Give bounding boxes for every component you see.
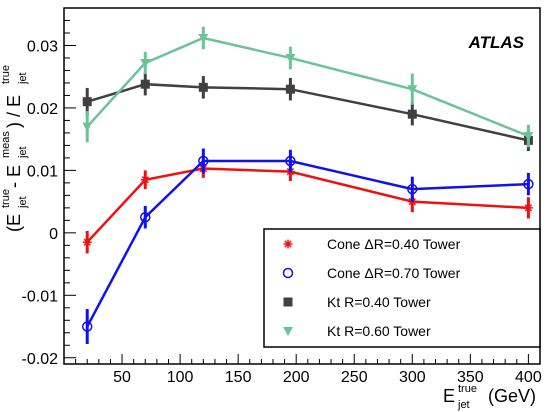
data-point-3-2	[198, 33, 209, 43]
series-line-3	[86, 36, 529, 138]
legend-label-1: Cone ΔR=0.70 Tower	[327, 265, 461, 281]
x-axis-title-sup: true	[458, 383, 477, 395]
data-point-0-0	[82, 237, 92, 247]
x-axis-title: E true jet (GeV)	[443, 383, 536, 411]
y-axis-title-minus: - E	[4, 165, 24, 188]
legend-items: Cone ΔR=0.40 Tower Cone ΔR=0.70 Tower Kt R…	[282, 236, 461, 339]
x-tick-label-3: 200	[283, 369, 310, 386]
x-tick-label-1: 100	[167, 369, 194, 386]
y-axis-title-sub2: jet	[17, 146, 29, 159]
y-tick-label-1: -0.01	[22, 288, 59, 305]
y-axis-title-sup1: true	[0, 189, 12, 208]
y-axis-title-sup3: true	[0, 65, 12, 84]
data-point-1-5	[523, 178, 534, 190]
y-axis-title-sub1: jet	[17, 196, 29, 209]
data-point-2-0	[82, 97, 92, 107]
y-axis-title-open: (E	[4, 214, 24, 232]
x-tick-label-7: 400	[515, 369, 542, 386]
data-point-1-1	[140, 211, 151, 223]
y-tick-label-2: 0	[49, 226, 58, 243]
x-axis-title-sub: jet	[457, 399, 470, 411]
x-tick-label-0: 50	[113, 369, 131, 386]
legend-marker-0	[283, 239, 293, 249]
series-3	[82, 26, 534, 148]
x-tick-label-2: 150	[225, 369, 252, 386]
data-point-2-4	[407, 109, 417, 119]
legend-label-2: Kt R=0.40 Tower	[327, 294, 431, 310]
plot-frame	[63, 7, 541, 365]
data-point-2-2	[198, 82, 208, 92]
data-point-1-3	[285, 155, 296, 167]
legend-marker-3	[283, 327, 293, 336]
data-point-3-5	[523, 132, 534, 142]
y-tick-label-3: 0.01	[27, 163, 58, 180]
x-axis-title-main: E	[443, 386, 455, 406]
y-axis-title-sub3: jet	[17, 72, 29, 85]
y-tick-label-4: 0.02	[27, 101, 58, 118]
data-point-3-1	[140, 58, 151, 68]
y-axis-title: (E true jet - E meas jet ) / E true jet	[0, 65, 29, 232]
legend-marker-2	[283, 297, 293, 307]
legend-marker-1	[282, 267, 294, 279]
x-tick-label-5: 300	[399, 369, 426, 386]
series-line-2	[86, 82, 529, 142]
data-point-0-5	[523, 203, 533, 213]
data-point-2-1	[140, 79, 150, 89]
atlas-annotation: ATLAS	[468, 33, 525, 52]
data-point-3-0	[82, 122, 93, 132]
series-1	[81, 148, 534, 345]
series-2	[82, 72, 533, 152]
data-point-1-2	[198, 155, 209, 167]
series-line-1	[86, 159, 529, 328]
data-point-3-3	[285, 53, 296, 63]
legend-label-3: Kt R=0.60 Tower	[327, 323, 431, 339]
data-point-0-1	[140, 175, 150, 185]
y-axis-title-sup2: meas	[0, 131, 12, 158]
data-point-2-3	[285, 84, 295, 94]
y-tick-label-5: 0.03	[27, 38, 58, 55]
y-axis-title-divide: ) / E	[4, 95, 24, 128]
legend-label-0: Cone ΔR=0.40 Tower	[327, 236, 461, 252]
y-tick-label-0: -0.02	[22, 351, 59, 368]
series-line-0	[86, 167, 529, 244]
axis-layer: 50 100 150 200 250 300 350 400 -0.02 -0.01 0 0.01 0.…	[22, 7, 542, 386]
data-point-1-0	[81, 321, 93, 332]
data-point-1-4	[407, 183, 418, 195]
x-tick-label-4: 250	[341, 369, 368, 386]
legend: Cone ΔR=0.40 Tower Cone ΔR=0.70 Tower Kt R…	[263, 228, 541, 348]
legend-box	[263, 228, 541, 348]
x-tick-label-6: 350	[457, 369, 484, 386]
data-layer	[81, 26, 534, 345]
data-point-3-4	[407, 85, 418, 95]
x-axis-title-unit: (GeV)	[488, 386, 536, 406]
